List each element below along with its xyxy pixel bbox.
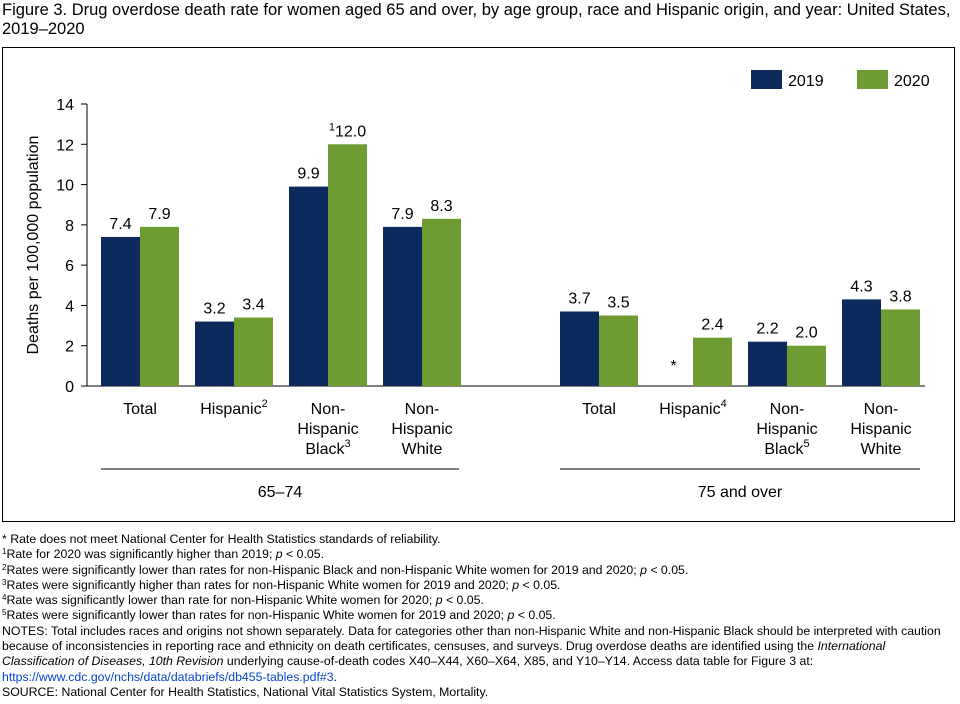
y-axis-label: Deaths per 100,000 population <box>25 136 42 355</box>
category-label: Black5 <box>764 438 809 458</box>
footnote-2: 2Rates were significantly lower than rat… <box>2 562 689 577</box>
data-label: 7.9 <box>391 206 413 223</box>
data-label: 7.9 <box>148 206 170 223</box>
bar-chart: 0 2 4 6 8 10 12 14 Deaths per 100,000 population… <box>25 70 930 501</box>
footnote-4: 4Rate was significantly lower than rate … <box>2 593 484 608</box>
bar-2020 <box>787 345 826 386</box>
footnote-3: 3Rates were significantly higher than ra… <box>2 577 561 592</box>
category-label: Non- <box>770 401 805 418</box>
bar-2020 <box>328 144 367 386</box>
bar-2020 <box>422 218 461 386</box>
footnote-5: 5Rates were significantly lower than rat… <box>2 608 556 623</box>
footnote-star: * Rate does not meet National Center for… <box>2 532 441 546</box>
group-label: 65–74 <box>258 484 303 501</box>
data-label: 3.8 <box>889 288 911 305</box>
footnote-1: 1Rate for 2020 was significantly higher … <box>2 547 325 562</box>
data-label: 2.0 <box>795 325 817 342</box>
unreliable-marker: * <box>670 358 676 375</box>
category-label: Non- <box>864 401 899 418</box>
category-label: Non- <box>405 401 440 418</box>
data-table-link[interactable]: https://www.cdc.gov/nchs/data/databriefs… <box>2 669 334 684</box>
legend-label-2020: 2020 <box>894 73 930 90</box>
y-tick-label: 0 <box>65 379 74 396</box>
bar-2019 <box>383 226 422 386</box>
y-tick-label: 8 <box>65 218 74 235</box>
bar-2020 <box>599 315 638 386</box>
data-label: 7.4 <box>109 216 131 233</box>
category-label: Hispanic2 <box>200 398 267 418</box>
data-label: 3.5 <box>607 295 629 312</box>
category-label: White <box>861 441 902 458</box>
data-label: 3.4 <box>242 297 264 314</box>
data-label: 8.3 <box>430 198 452 215</box>
category-label: Non- <box>311 401 346 418</box>
data-label: 112.0 <box>329 121 366 140</box>
bar-2019 <box>195 321 234 386</box>
category-label: Total <box>123 401 157 418</box>
y-tick-label: 4 <box>65 298 74 315</box>
group-label: 75 and over <box>698 484 783 501</box>
notes-text: NOTES: Total includes races and origins … <box>2 623 941 684</box>
bar-2019 <box>560 311 599 386</box>
footnotes: * Rate does not meet National Center for… <box>2 532 957 700</box>
figure-title: Figure 3. Drug overdose death rate for w… <box>2 1 951 38</box>
y-tick-label: 2 <box>65 339 74 356</box>
data-label: 2.2 <box>756 321 778 338</box>
y-tick-label: 14 <box>56 97 74 114</box>
y-tick-label: 12 <box>56 137 74 154</box>
category-label: Hispanic <box>391 421 452 438</box>
bar-2020 <box>881 309 920 386</box>
legend-swatch-2020 <box>857 70 888 89</box>
data-label: 2.4 <box>701 317 723 334</box>
data-label: 9.9 <box>297 166 319 183</box>
y-tick-label: 10 <box>56 178 74 195</box>
legend-swatch-2019 <box>751 70 782 89</box>
y-tick-label: 6 <box>65 258 74 275</box>
bar-2019 <box>842 299 881 386</box>
data-label: 3.2 <box>203 301 225 318</box>
category-label: Hispanic <box>850 421 911 438</box>
category-label: Hispanic <box>297 421 358 438</box>
category-label: Hispanic4 <box>659 398 726 418</box>
bar-2020 <box>693 337 732 386</box>
bar-2019 <box>101 236 140 386</box>
chart-frame <box>2 47 955 522</box>
category-label: White <box>402 441 443 458</box>
bar-2019 <box>289 186 328 386</box>
data-label: 3.7 <box>568 290 590 307</box>
source-text: SOURCE: National Center for Health Stati… <box>2 684 489 699</box>
bar-2020 <box>234 317 273 386</box>
category-label: Hispanic <box>756 421 817 438</box>
category-label: Black3 <box>305 438 350 458</box>
category-label: Total <box>582 401 616 418</box>
data-label: 4.3 <box>850 278 872 295</box>
bar-2020 <box>140 226 179 386</box>
legend-label-2019: 2019 <box>788 73 824 90</box>
bar-2019 <box>748 341 787 386</box>
